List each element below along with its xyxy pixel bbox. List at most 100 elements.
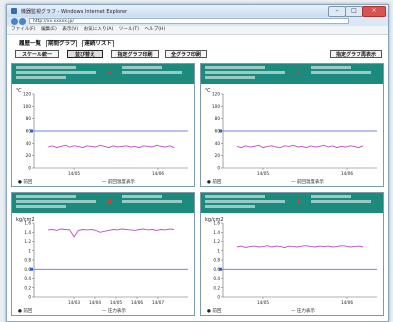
series-line <box>47 144 175 149</box>
threshold-marker <box>219 267 222 271</box>
tab-period-graph[interactable]: 期間グラフ <box>45 40 78 47</box>
legend-series: — 前回温度表示 <box>102 180 135 185</box>
sensor-info-header <box>12 193 194 213</box>
graph-panel-2[interactable]: ℃ 0 20 40 60 80 100 120 14/05 14/06 ● 前回 — 前回温度表… <box>200 63 384 187</box>
y-tick-label: 0 <box>28 295 31 300</box>
address-input[interactable]: http://xx.xxxxx.jp/ <box>29 18 349 24</box>
graph-panel-3[interactable]: kg/cm2 0 0.2 0.4 0.6 0.8 1 1.2 1.4 1.6 14/03 14/04… <box>11 192 195 316</box>
y-tick-label: 1.6 <box>213 221 220 226</box>
y-tick-label: 40 <box>26 141 32 146</box>
menu-tools[interactable]: ツール(T) <box>118 27 139 32</box>
line-chart: 0 0.2 0.4 0.6 0.8 1 1.2 1.4 1.6 14/05 14/06 <box>213 221 377 305</box>
title-bar: 機器監視グラフ - Windows Internet Explorer – □ … <box>7 5 388 17</box>
series-line <box>47 228 175 238</box>
reorder-button[interactable]: 並び替え <box>67 50 103 58</box>
x-tick-label: 14/05 <box>257 171 269 176</box>
y-tick-label: 100 <box>23 104 31 109</box>
graph-panel-4[interactable]: kg/cm2 0 0.2 0.4 0.6 0.8 1 1.2 1.4 1.6 14/05 14/06… <box>200 192 384 316</box>
tab-history-list[interactable]: 履歴一覧 <box>19 41 42 47</box>
close-button[interactable]: × <box>362 6 386 17</box>
x-tick-label: 14/06 <box>341 300 353 305</box>
legend-previous[interactable]: ● 前回 <box>18 180 33 185</box>
line-chart: 0 20 40 60 80 100 120 14/05 14/06 <box>212 92 377 176</box>
y-tick-label: 100 <box>212 104 220 109</box>
back-icon[interactable] <box>11 18 18 25</box>
y-tick-label: 0.8 <box>24 258 31 263</box>
x-tick-label: 14/04 <box>89 300 101 305</box>
menu-file[interactable]: ファイル(F) <box>11 27 36 32</box>
y-tick-label: 40 <box>215 141 221 146</box>
ie-icon <box>11 8 17 14</box>
y-tick-label: 0 <box>217 166 220 171</box>
y-tick-label: 80 <box>215 116 221 121</box>
y-tick-label: 1.2 <box>213 239 220 244</box>
y-tick-label: 1.6 <box>24 221 31 226</box>
menu-help[interactable]: ヘルプ(H) <box>144 27 166 32</box>
y-tick-label: 1.4 <box>213 230 220 235</box>
series-line <box>236 245 364 248</box>
y-tick-label: 0.6 <box>213 267 220 272</box>
line-chart: 0 0.2 0.4 0.6 0.8 1 1.2 1.4 1.6 14/03 14/04 14/05 14… <box>24 221 188 305</box>
x-tick-label: 14/05 <box>110 300 122 305</box>
print-selected-button[interactable]: 指定グラフ印刷 <box>111 50 159 58</box>
maximize-button[interactable]: □ <box>345 6 363 17</box>
y-tick-label: 1.4 <box>24 230 31 235</box>
y-tick-label: 1 <box>28 248 31 253</box>
series-line <box>236 144 364 149</box>
menu-bar: ファイル(F) 編集(E) 表示(V) お気に入り(A) ツール(T) ヘルプ(… <box>7 26 388 35</box>
browser-window: 機器監視グラフ - Windows Internet Explorer – □ … <box>6 4 389 322</box>
menu-edit[interactable]: 編集(E) <box>41 27 57 32</box>
x-tick-label: 14/03 <box>68 300 80 305</box>
x-tick-label: 14/07 <box>152 300 164 305</box>
legend-previous[interactable]: ● 前回 <box>207 309 222 314</box>
threshold-marker <box>219 129 222 133</box>
x-tick-label: 14/06 <box>341 171 353 176</box>
y-tick-label: 0.2 <box>24 285 31 290</box>
y-axis-unit: ℃ <box>16 88 22 94</box>
sensor-info-header <box>12 64 194 84</box>
minimize-button[interactable]: – <box>328 6 346 17</box>
y-tick-label: 0.8 <box>213 258 220 263</box>
y-tick-label: 60 <box>215 129 221 134</box>
tab-continuous-list[interactable]: 連続リスト <box>82 40 114 47</box>
menu-favorites[interactable]: お気に入り(A) <box>83 27 114 32</box>
y-tick-label: 0 <box>28 166 31 171</box>
x-tick-label: 14/05 <box>257 300 269 305</box>
tab-bar: 履歴一覧 期間グラフ 連続リスト <box>19 39 117 47</box>
y-tick-label: 20 <box>215 153 221 158</box>
forward-icon[interactable] <box>19 18 26 25</box>
x-tick-label: 14/06 <box>152 171 164 176</box>
x-tick-label: 14/06 <box>131 300 143 305</box>
y-tick-label: 120 <box>23 92 31 97</box>
line-chart: 0 20 40 60 80 100 120 14/05 14/06 <box>23 92 188 176</box>
page-content: 履歴一覧 期間グラフ 連続リスト スケール統一 並び替え 指定グラフ印刷 全グラ… <box>7 35 388 321</box>
threshold-marker <box>30 129 33 133</box>
y-axis-unit: kg/cm2 <box>205 217 224 223</box>
y-tick-label: 0.6 <box>24 267 31 272</box>
threshold-marker <box>30 267 33 271</box>
redisplay-button[interactable]: 指定グラフ再表示 <box>330 50 382 58</box>
menu-view[interactable]: 表示(V) <box>62 27 79 32</box>
print-all-button[interactable]: 全グラフ印刷 <box>165 50 207 58</box>
y-tick-label: 1.2 <box>24 239 31 244</box>
y-tick-label: 20 <box>26 153 32 158</box>
y-axis-unit: ℃ <box>205 88 211 94</box>
y-tick-label: 60 <box>26 129 32 134</box>
scale-unify-button[interactable]: スケール統一 <box>15 50 59 58</box>
y-tick-label: 0.4 <box>24 276 31 281</box>
graph-panel-1[interactable]: ℃ 0 20 40 60 80 100 120 14/05 14/06 ● 前回 — 前回温度表… <box>11 63 195 187</box>
legend-series: — 圧力表示 <box>102 309 126 314</box>
sensor-info-header <box>201 193 383 213</box>
sensor-info-header <box>201 64 383 84</box>
y-tick-label: 1 <box>217 248 220 253</box>
legend-previous[interactable]: ● 前回 <box>18 309 33 314</box>
legend-series: — 前回温度表示 <box>291 180 324 185</box>
y-tick-label: 0.4 <box>213 276 220 281</box>
legend-previous[interactable]: ● 前回 <box>207 180 222 185</box>
y-tick-label: 0 <box>217 295 220 300</box>
y-tick-label: 120 <box>212 92 220 97</box>
y-axis-unit: kg/cm2 <box>16 217 35 223</box>
x-tick-label: 14/05 <box>68 171 80 176</box>
y-tick-label: 0.2 <box>213 285 220 290</box>
y-tick-label: 80 <box>26 116 32 121</box>
